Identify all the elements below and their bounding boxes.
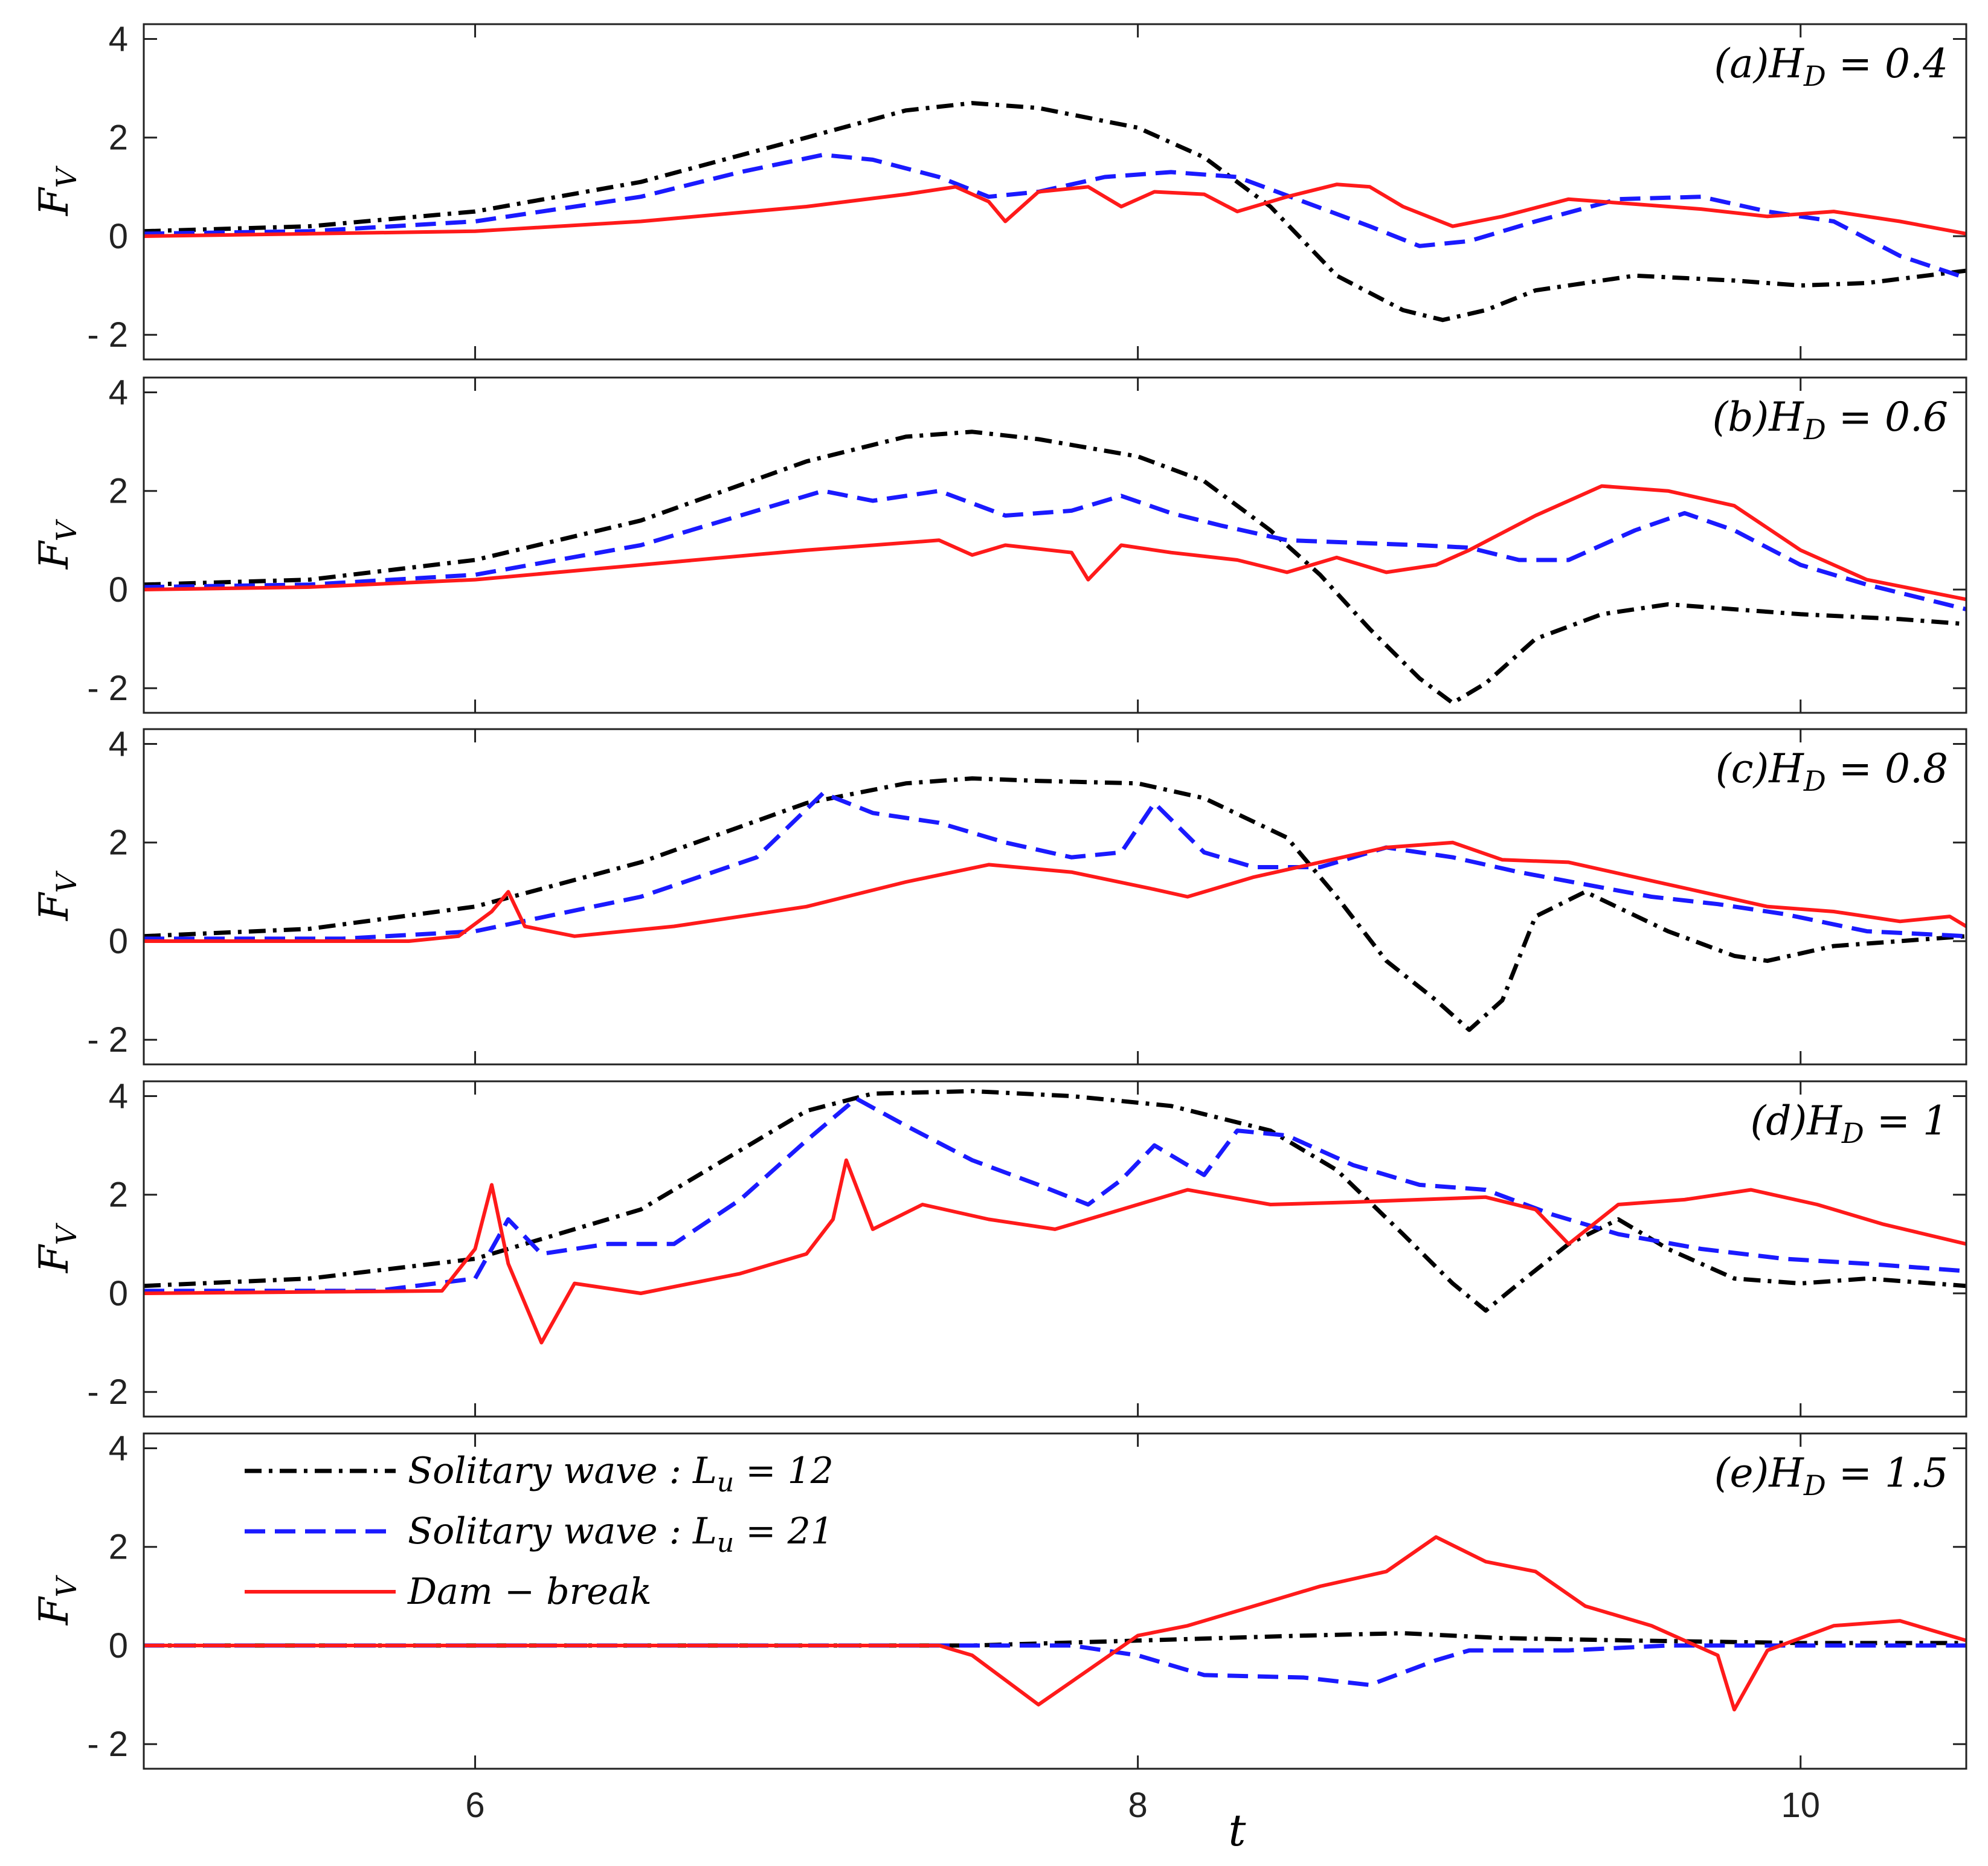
- axes-frame: [143, 376, 1967, 714]
- x-axis-title: t: [1229, 1805, 1247, 1856]
- y-tick-label: 0: [109, 1626, 128, 1665]
- y-tick-label: - 2: [87, 1725, 128, 1764]
- panel-a: 4 2 0 - 2 FV (a)HD = 0.4: [31, 19, 1967, 361]
- axes-frame: [143, 23, 1967, 361]
- panel-d: 4 2 0 - 2 FV (d)HD = 1: [31, 1076, 1967, 1418]
- y-tick-label: 2: [109, 118, 128, 158]
- y-tick-label: 0: [109, 1274, 128, 1313]
- panel-label: (e)HD = 1.5: [1714, 1450, 1948, 1502]
- legend: Solitary wave : Lu = 12 Solitary wave : L…: [245, 1450, 834, 1613]
- y-tick-label: 2: [109, 472, 128, 511]
- y-tick-label: - 2: [87, 1020, 128, 1060]
- panel-label: (b)HD = 0.6: [1713, 394, 1948, 446]
- y-tick-label: 0: [109, 570, 128, 610]
- y-tick-label: 0: [109, 922, 128, 961]
- x-tick-label: 6: [465, 1786, 484, 1825]
- series-line-solitary-21: [144, 791, 1966, 941]
- series-line-solitary-12: [144, 776, 1966, 1032]
- legend-label: Solitary wave : Lu = 12: [408, 1450, 834, 1498]
- y-axis-title: FV: [31, 518, 83, 570]
- panel-label: (c)HD = 0.8: [1716, 745, 1948, 797]
- y-tick-label: 4: [109, 1076, 128, 1116]
- series-line-solitary-21: [144, 1096, 1966, 1293]
- legend-label: Dam − break: [407, 1571, 652, 1613]
- y-axis-title: FV: [31, 870, 83, 921]
- y-tick-label: - 2: [87, 315, 128, 355]
- x-tick-label: 10: [1781, 1786, 1820, 1825]
- y-tick-label: 0: [109, 217, 128, 256]
- y-tick-label: 2: [109, 823, 128, 863]
- y-axis-title: FV: [31, 1222, 83, 1273]
- series-line-dam-break: [144, 1158, 1966, 1345]
- series-line-dam-break: [144, 1535, 1966, 1712]
- panel-label: (d)HD = 1: [1751, 1098, 1948, 1150]
- panel-e: 4 2 0 - 2 FV (e)HD = 1.5 6 8 10 Solitary wave : L…: [31, 1429, 1967, 1825]
- panels: 4 2 0 - 2 FV (a)HD = 0.4 4 2 0 - 2 FV (b)HD = 0.6 4 2…: [31, 19, 1967, 1825]
- y-axis-title: FV: [31, 1574, 83, 1626]
- series-line-solitary-12: [144, 101, 1966, 323]
- y-axis-title: FV: [31, 165, 83, 216]
- panel-b: 4 2 0 - 2 FV (b)HD = 0.6: [31, 373, 1967, 714]
- series-line-solitary-21: [144, 152, 1966, 280]
- legend-label: Solitary wave : Lu = 21: [408, 1510, 834, 1559]
- axes-frame: [143, 1432, 1967, 1770]
- series-line-dam-break: [144, 182, 1966, 238]
- y-tick-label: 4: [109, 1429, 128, 1468]
- series-line-dam-break: [144, 840, 1966, 943]
- y-tick-label: 2: [109, 1176, 128, 1215]
- y-tick-label: 4: [109, 19, 128, 59]
- y-tick-label: - 2: [87, 669, 128, 708]
- series-line-dam-break: [144, 484, 1966, 602]
- axes-frame: [143, 728, 1967, 1066]
- series-line-solitary-21: [144, 489, 1966, 611]
- series-line-solitary-12: [144, 430, 1966, 706]
- x-tick-label: 8: [1128, 1786, 1148, 1825]
- panel-label: (a)HD = 0.4: [1714, 40, 1948, 92]
- axes-frame: [143, 1080, 1967, 1418]
- panel-c: 4 2 0 - 2 FV (c)HD = 0.8: [31, 724, 1967, 1066]
- y-tick-label: 4: [109, 373, 128, 412]
- y-tick-label: - 2: [87, 1372, 128, 1412]
- y-tick-label: 4: [109, 724, 128, 764]
- y-tick-label: 2: [109, 1528, 128, 1567]
- series-line-solitary-12: [144, 1089, 1966, 1313]
